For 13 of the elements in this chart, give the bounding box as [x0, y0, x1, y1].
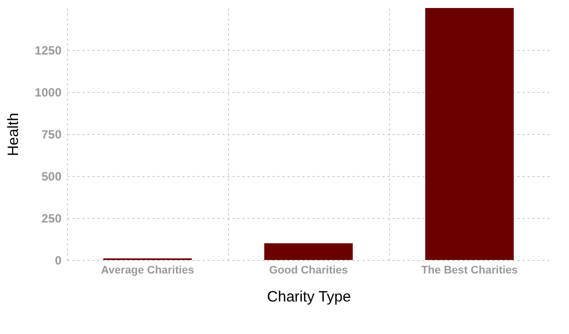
bar — [425, 8, 514, 260]
y-axis-title: Health — [4, 112, 22, 156]
x-tick-label: Average Charities — [100, 264, 194, 276]
x-axis-title: Charity Type — [267, 288, 351, 306]
y-tick-label: 0 — [54, 254, 62, 268]
x-tick-label: Good Charities — [269, 264, 348, 276]
y-tick-label: 1250 — [34, 44, 62, 58]
y-tick-label: 750 — [41, 128, 62, 142]
y-tick-label: 250 — [41, 212, 62, 226]
y-tick-label: 500 — [41, 170, 62, 184]
y-tick-label: 1000 — [34, 86, 62, 100]
x-tick-label: The Best Charities — [421, 264, 518, 276]
bar — [264, 243, 353, 260]
